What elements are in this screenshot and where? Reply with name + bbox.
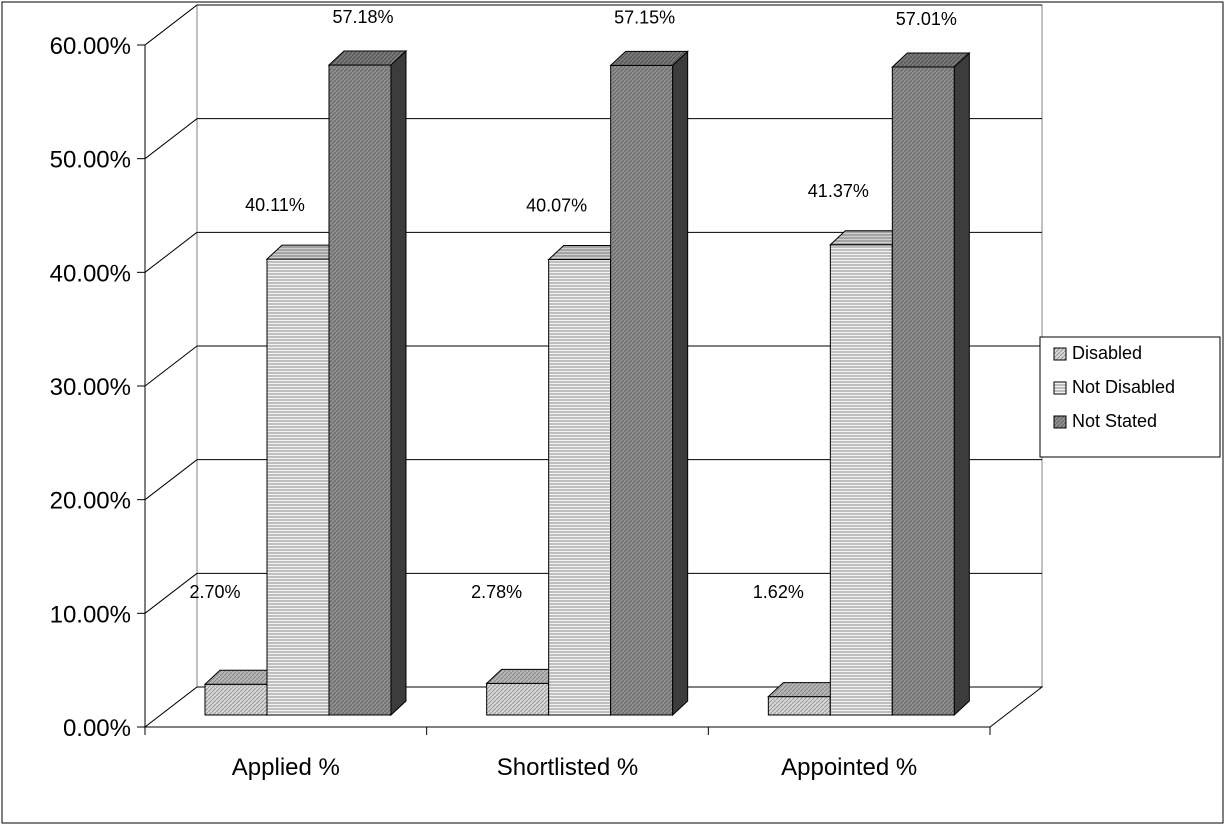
data-labels: 2.70% 40.11% 57.18% 2.78% 40.07% 57.15% 1.62% 4… bbox=[189, 7, 956, 602]
bars bbox=[203, 49, 971, 717]
bar-side bbox=[953, 51, 970, 717]
data-label: 2.70% bbox=[189, 582, 240, 602]
gridline-side bbox=[144, 572, 198, 614]
y-tick-label: 0.00% bbox=[63, 715, 131, 742]
bar-disabled bbox=[204, 683, 268, 716]
y-tick-label: 40.00% bbox=[50, 260, 131, 287]
x-tick-label: Applied % bbox=[232, 754, 340, 781]
y-tick-label: 30.00% bbox=[50, 374, 131, 401]
y-tick-label: 50.00% bbox=[50, 147, 131, 174]
y-tick-label: 20.00% bbox=[50, 488, 131, 515]
gridline-side bbox=[144, 231, 198, 273]
data-label: 57.15% bbox=[614, 7, 675, 27]
legend-box bbox=[1039, 336, 1221, 458]
bar-disabled bbox=[767, 696, 831, 716]
legend-swatch bbox=[1053, 347, 1067, 361]
data-label: 2.78% bbox=[471, 582, 522, 602]
legend-swatch bbox=[1053, 381, 1067, 395]
x-tick-label: Appointed % bbox=[781, 754, 917, 781]
bar-side bbox=[390, 49, 407, 717]
axes: 0.00% 10.00% 20.00% 30.00% 40.00% 50.00% 60.00… bbox=[50, 33, 991, 781]
data-label: 57.01% bbox=[896, 9, 957, 29]
data-label: 1.62% bbox=[753, 582, 804, 602]
bar-not-disabled bbox=[829, 244, 893, 716]
bar-not-disabled bbox=[266, 258, 330, 716]
legend-label: Not Disabled bbox=[1072, 377, 1175, 397]
x-tick-label: Shortlisted % bbox=[497, 754, 638, 781]
legend-label: Not Stated bbox=[1072, 411, 1157, 431]
legend-swatch bbox=[1053, 415, 1067, 429]
gridline-side bbox=[144, 345, 198, 387]
gridline-side bbox=[144, 4, 198, 46]
gridline-side bbox=[144, 118, 198, 160]
legend-label: Disabled bbox=[1072, 343, 1142, 363]
bar-not-stated bbox=[610, 64, 674, 716]
data-label: 40.11% bbox=[245, 195, 305, 215]
bar-not-stated bbox=[328, 64, 392, 716]
bar-not-stated bbox=[891, 66, 955, 716]
y-tick-label: 60.00% bbox=[50, 33, 131, 60]
bar-disabled bbox=[486, 682, 550, 716]
data-label: 41.37% bbox=[808, 181, 869, 201]
bar-side bbox=[672, 50, 689, 717]
y-tick-label: 10.00% bbox=[50, 601, 131, 628]
legend: Disabled Not Disabled Not Stated bbox=[1039, 336, 1221, 458]
bar-not-disabled bbox=[548, 259, 612, 716]
data-label: 40.07% bbox=[526, 196, 587, 216]
gridline-side bbox=[144, 459, 198, 501]
data-label: 57.18% bbox=[332, 7, 393, 27]
